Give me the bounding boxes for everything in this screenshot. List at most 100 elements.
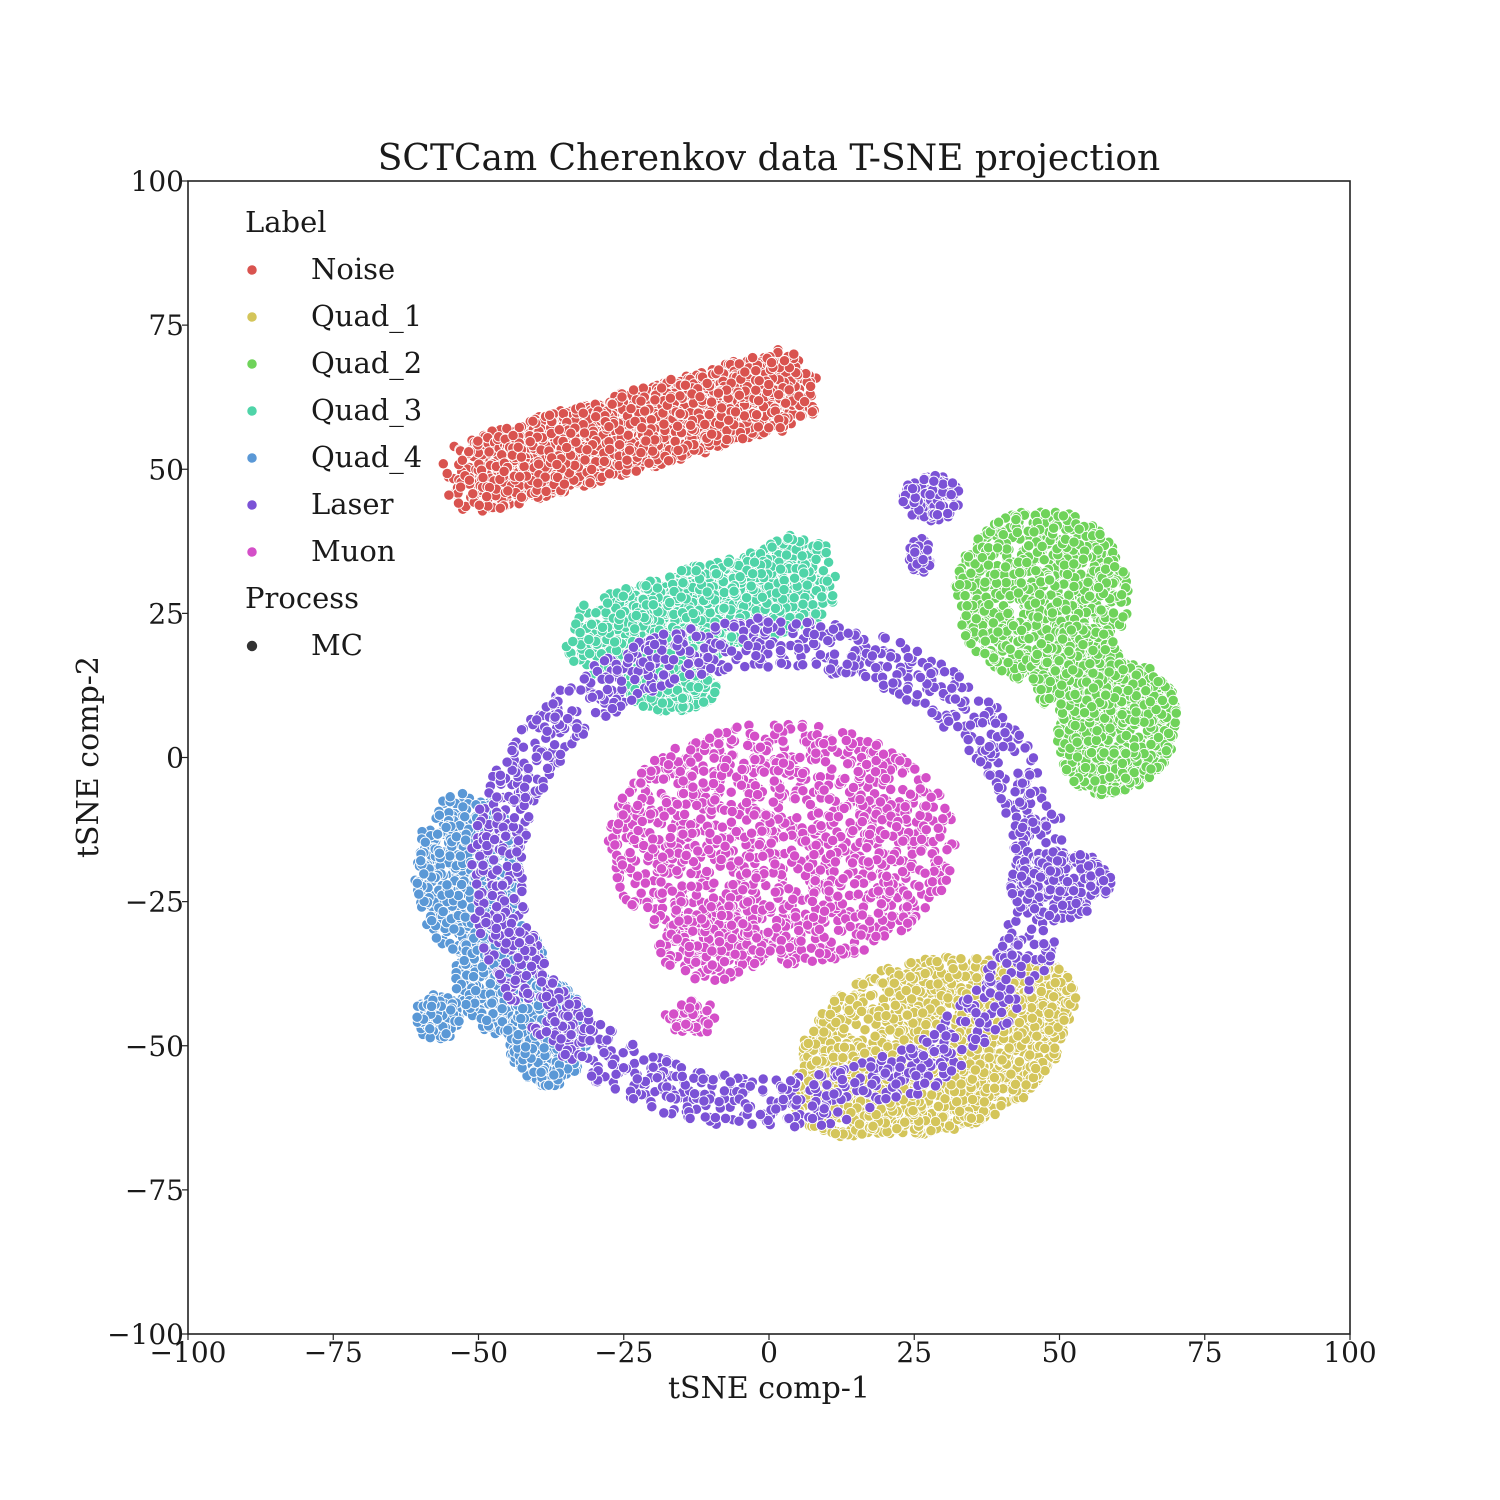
data-point xyxy=(765,356,778,369)
data-point xyxy=(1005,1068,1017,1080)
data-point xyxy=(577,407,589,419)
data-point xyxy=(763,422,775,434)
data-point xyxy=(662,455,675,467)
data-point xyxy=(859,1024,871,1036)
data-point xyxy=(1030,1062,1042,1075)
data-point xyxy=(694,391,706,403)
data-point xyxy=(553,424,565,436)
data-point xyxy=(753,375,765,387)
data-point xyxy=(581,444,593,456)
data-point xyxy=(978,1096,990,1108)
data-point xyxy=(750,409,763,421)
data-point xyxy=(794,410,807,422)
data-point xyxy=(603,468,616,480)
data-point xyxy=(971,972,983,984)
data-point xyxy=(679,379,692,391)
data-point xyxy=(884,1024,896,1036)
data-point xyxy=(540,485,552,498)
data-point xyxy=(1012,1030,1024,1042)
data-point xyxy=(955,953,967,965)
data-point xyxy=(713,364,725,376)
data-point xyxy=(1013,1016,1026,1029)
data-point xyxy=(1025,1002,1038,1014)
data-point xyxy=(955,1078,967,1090)
data-point xyxy=(954,1105,966,1118)
data-point xyxy=(674,390,686,402)
data-point xyxy=(532,477,544,489)
data-point xyxy=(655,382,668,394)
data-point xyxy=(527,415,539,427)
data-point xyxy=(818,1026,830,1038)
data-point xyxy=(467,488,479,500)
data-point xyxy=(565,427,577,439)
data-point xyxy=(853,1118,866,1130)
data-point xyxy=(1043,1007,1055,1020)
data-point xyxy=(721,433,733,446)
data-point xyxy=(705,396,718,408)
data-point xyxy=(643,457,655,469)
data-point xyxy=(943,1120,956,1132)
data-point xyxy=(965,1112,978,1124)
data-point xyxy=(515,491,528,503)
data-point xyxy=(671,420,684,432)
data-point xyxy=(942,992,954,1004)
data-point xyxy=(932,1100,945,1113)
data-point xyxy=(900,984,912,997)
data-point xyxy=(623,444,636,456)
data-point xyxy=(810,1055,823,1067)
data-point xyxy=(855,1005,868,1018)
data-point xyxy=(857,978,869,990)
data-point xyxy=(502,485,514,497)
data-point xyxy=(664,392,677,404)
data-point xyxy=(515,451,528,463)
data-point xyxy=(658,418,670,430)
data-point xyxy=(551,458,563,471)
data-point xyxy=(774,422,786,434)
data-point xyxy=(463,446,475,458)
data-point xyxy=(443,489,455,501)
data-point xyxy=(524,436,536,448)
data-point xyxy=(746,351,759,364)
data-point xyxy=(1058,1014,1070,1026)
data-point xyxy=(518,460,530,473)
data-point xyxy=(584,477,596,489)
data-point xyxy=(838,1041,851,1053)
data-point xyxy=(578,427,591,439)
data-point xyxy=(889,999,902,1011)
data-point xyxy=(625,402,637,415)
data-point xyxy=(621,454,633,466)
data-point xyxy=(706,428,718,440)
data-point xyxy=(1031,1030,1043,1042)
data-point xyxy=(951,1096,963,1108)
data-point xyxy=(494,502,506,514)
data-point xyxy=(723,414,735,426)
data-point xyxy=(827,1051,840,1063)
data-point xyxy=(1024,1049,1036,1061)
data-point xyxy=(869,1030,881,1042)
data-point xyxy=(636,422,648,434)
data-point xyxy=(483,446,495,458)
data-point xyxy=(1009,1078,1022,1090)
data-point xyxy=(729,406,742,418)
data-point xyxy=(931,955,943,968)
data-point xyxy=(598,455,610,468)
data-point xyxy=(996,1054,1008,1066)
data-point xyxy=(838,1023,850,1035)
data-point xyxy=(481,490,493,503)
data-point xyxy=(703,409,715,421)
data-point xyxy=(1048,991,1060,1003)
data-point xyxy=(919,967,931,980)
data-point xyxy=(904,971,916,983)
data-point xyxy=(533,458,545,470)
data-point xyxy=(472,435,484,447)
data-point xyxy=(454,481,467,493)
data-point xyxy=(983,1052,995,1064)
data-point xyxy=(829,1127,842,1140)
data-point xyxy=(907,1105,919,1117)
series-noise xyxy=(437,344,822,517)
data-point xyxy=(864,989,877,1002)
data-point xyxy=(750,384,762,396)
data-point xyxy=(514,471,526,483)
data-point xyxy=(969,1064,982,1076)
data-point xyxy=(1039,1042,1051,1055)
